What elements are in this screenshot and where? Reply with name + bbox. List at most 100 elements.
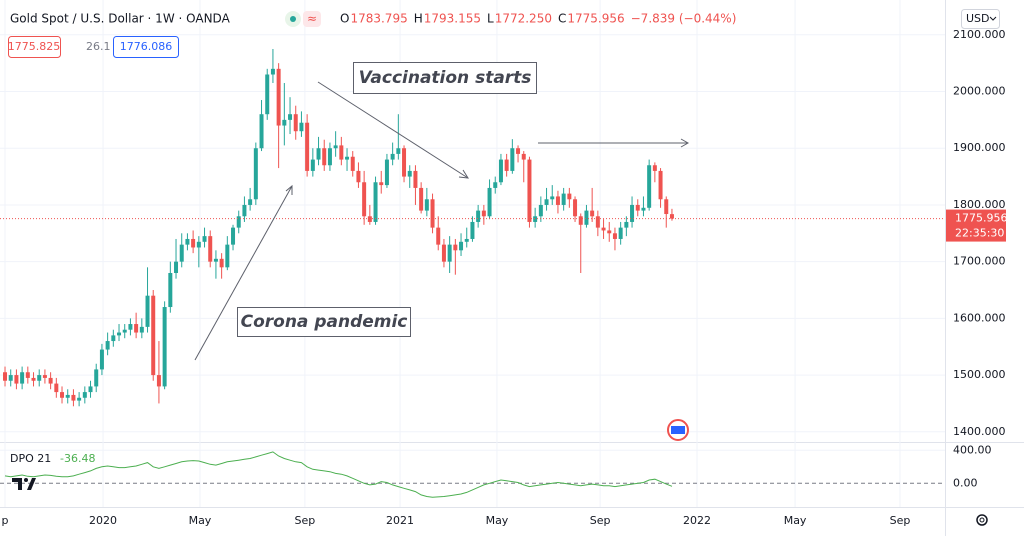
candle-body xyxy=(345,156,350,160)
annotation: Corona pandemic xyxy=(241,312,408,332)
candle-body xyxy=(156,375,161,387)
candle-body xyxy=(99,349,104,370)
candle-body xyxy=(384,159,389,186)
x-tick-label: May xyxy=(784,514,807,527)
last-price: 1775.956 xyxy=(955,212,1008,225)
candle-body xyxy=(111,335,116,342)
candle-body xyxy=(459,241,464,251)
x-tick-label: Sep xyxy=(890,514,911,527)
symbol-title: Gold Spot / U.S. Dollar · 1W · OANDA xyxy=(10,12,231,26)
ohlc-key: L xyxy=(487,12,494,26)
arrow[interactable] xyxy=(317,81,469,179)
candle-body xyxy=(447,244,452,262)
ohlc-legend: O 1783.795 H 1793.155 L 1772.250 C 1775.956 xyxy=(340,12,625,26)
candle-body xyxy=(607,230,612,234)
candle-body xyxy=(652,165,657,171)
candle-body xyxy=(327,148,332,166)
candle-body xyxy=(658,170,663,200)
candle-body xyxy=(379,182,384,186)
candle-body xyxy=(396,148,401,154)
candle-body xyxy=(390,153,395,160)
candle-body xyxy=(630,204,635,222)
candle-body xyxy=(538,204,543,217)
arrow-head xyxy=(680,138,690,148)
candle-body xyxy=(516,148,521,154)
candle-body xyxy=(196,241,201,248)
gear xyxy=(976,514,988,526)
candle-body xyxy=(128,324,133,330)
candle-body xyxy=(476,210,481,222)
candle-body xyxy=(561,193,566,205)
candle-body xyxy=(236,216,241,228)
annotation-box[interactable] xyxy=(353,62,537,94)
candle-body xyxy=(584,210,589,225)
x-tick-label: 2021 xyxy=(386,514,414,527)
candle-body xyxy=(464,238,469,242)
candle-body xyxy=(117,332,122,336)
y-tick-label: 1400.000 xyxy=(953,425,1006,438)
candle-body xyxy=(231,227,236,245)
candle-body xyxy=(94,369,99,387)
gear-hub xyxy=(979,517,985,523)
candle-body xyxy=(259,114,264,149)
candle-body xyxy=(139,326,144,333)
x-tick-label: May xyxy=(189,514,212,527)
candle-body xyxy=(174,261,179,273)
candle-body xyxy=(293,114,298,132)
candle-body xyxy=(299,122,304,132)
y-tick-label: 1700.000 xyxy=(953,255,1006,268)
candle-body xyxy=(504,159,509,171)
candle-body xyxy=(265,74,270,115)
candle-body xyxy=(481,210,486,217)
annotation-box[interactable] xyxy=(237,307,411,337)
candle-body xyxy=(487,187,492,217)
candle-body xyxy=(441,244,446,262)
logo-part xyxy=(24,478,28,482)
candle-body xyxy=(533,216,538,222)
arrow-head xyxy=(458,169,469,179)
arrow-head xyxy=(285,184,293,195)
data-delay[interactable] xyxy=(303,11,321,27)
candle-body xyxy=(202,236,207,242)
marks xyxy=(0,48,945,498)
candle-body xyxy=(424,199,429,211)
candle-body xyxy=(185,238,190,245)
candle-body xyxy=(527,159,532,222)
candle-body xyxy=(356,170,361,183)
candle-body xyxy=(20,372,25,384)
sell-button[interactable] xyxy=(8,36,61,58)
candle-body xyxy=(225,244,230,268)
candle-body xyxy=(413,170,418,188)
settings-icon[interactable] xyxy=(976,514,988,526)
dropdown-caret xyxy=(989,16,997,21)
candle-body xyxy=(618,227,623,239)
candle-body xyxy=(550,196,555,200)
y-tick-label: 1800.000 xyxy=(953,198,1006,211)
candle-body xyxy=(248,199,253,205)
candle-body xyxy=(510,148,515,171)
buy-price: 1776.086 xyxy=(120,40,173,53)
candle-body xyxy=(122,329,127,333)
candle-body xyxy=(37,375,42,381)
currency-select[interactable] xyxy=(961,9,1000,29)
market-status-dot xyxy=(290,16,296,22)
ohlc-key: H xyxy=(414,12,423,26)
sell-price: 1775.825 xyxy=(8,40,61,53)
candle-body xyxy=(641,207,646,211)
candle-body xyxy=(179,244,184,262)
candle-body xyxy=(168,272,173,308)
candle-body xyxy=(242,204,247,217)
ohlc-key: C xyxy=(558,12,566,26)
candle-body xyxy=(590,210,595,217)
arrow[interactable] xyxy=(194,185,293,361)
candle-body xyxy=(362,182,367,217)
candle-body xyxy=(544,199,549,205)
indicator-line xyxy=(4,451,673,498)
candle-body xyxy=(612,233,617,239)
candle-body xyxy=(219,258,224,268)
candle-body xyxy=(42,375,47,378)
buy-button[interactable] xyxy=(113,36,179,58)
candle-body xyxy=(310,159,315,171)
data-delay-icon: ≈ xyxy=(307,12,317,26)
x-tick-label: 2020 xyxy=(89,514,117,527)
